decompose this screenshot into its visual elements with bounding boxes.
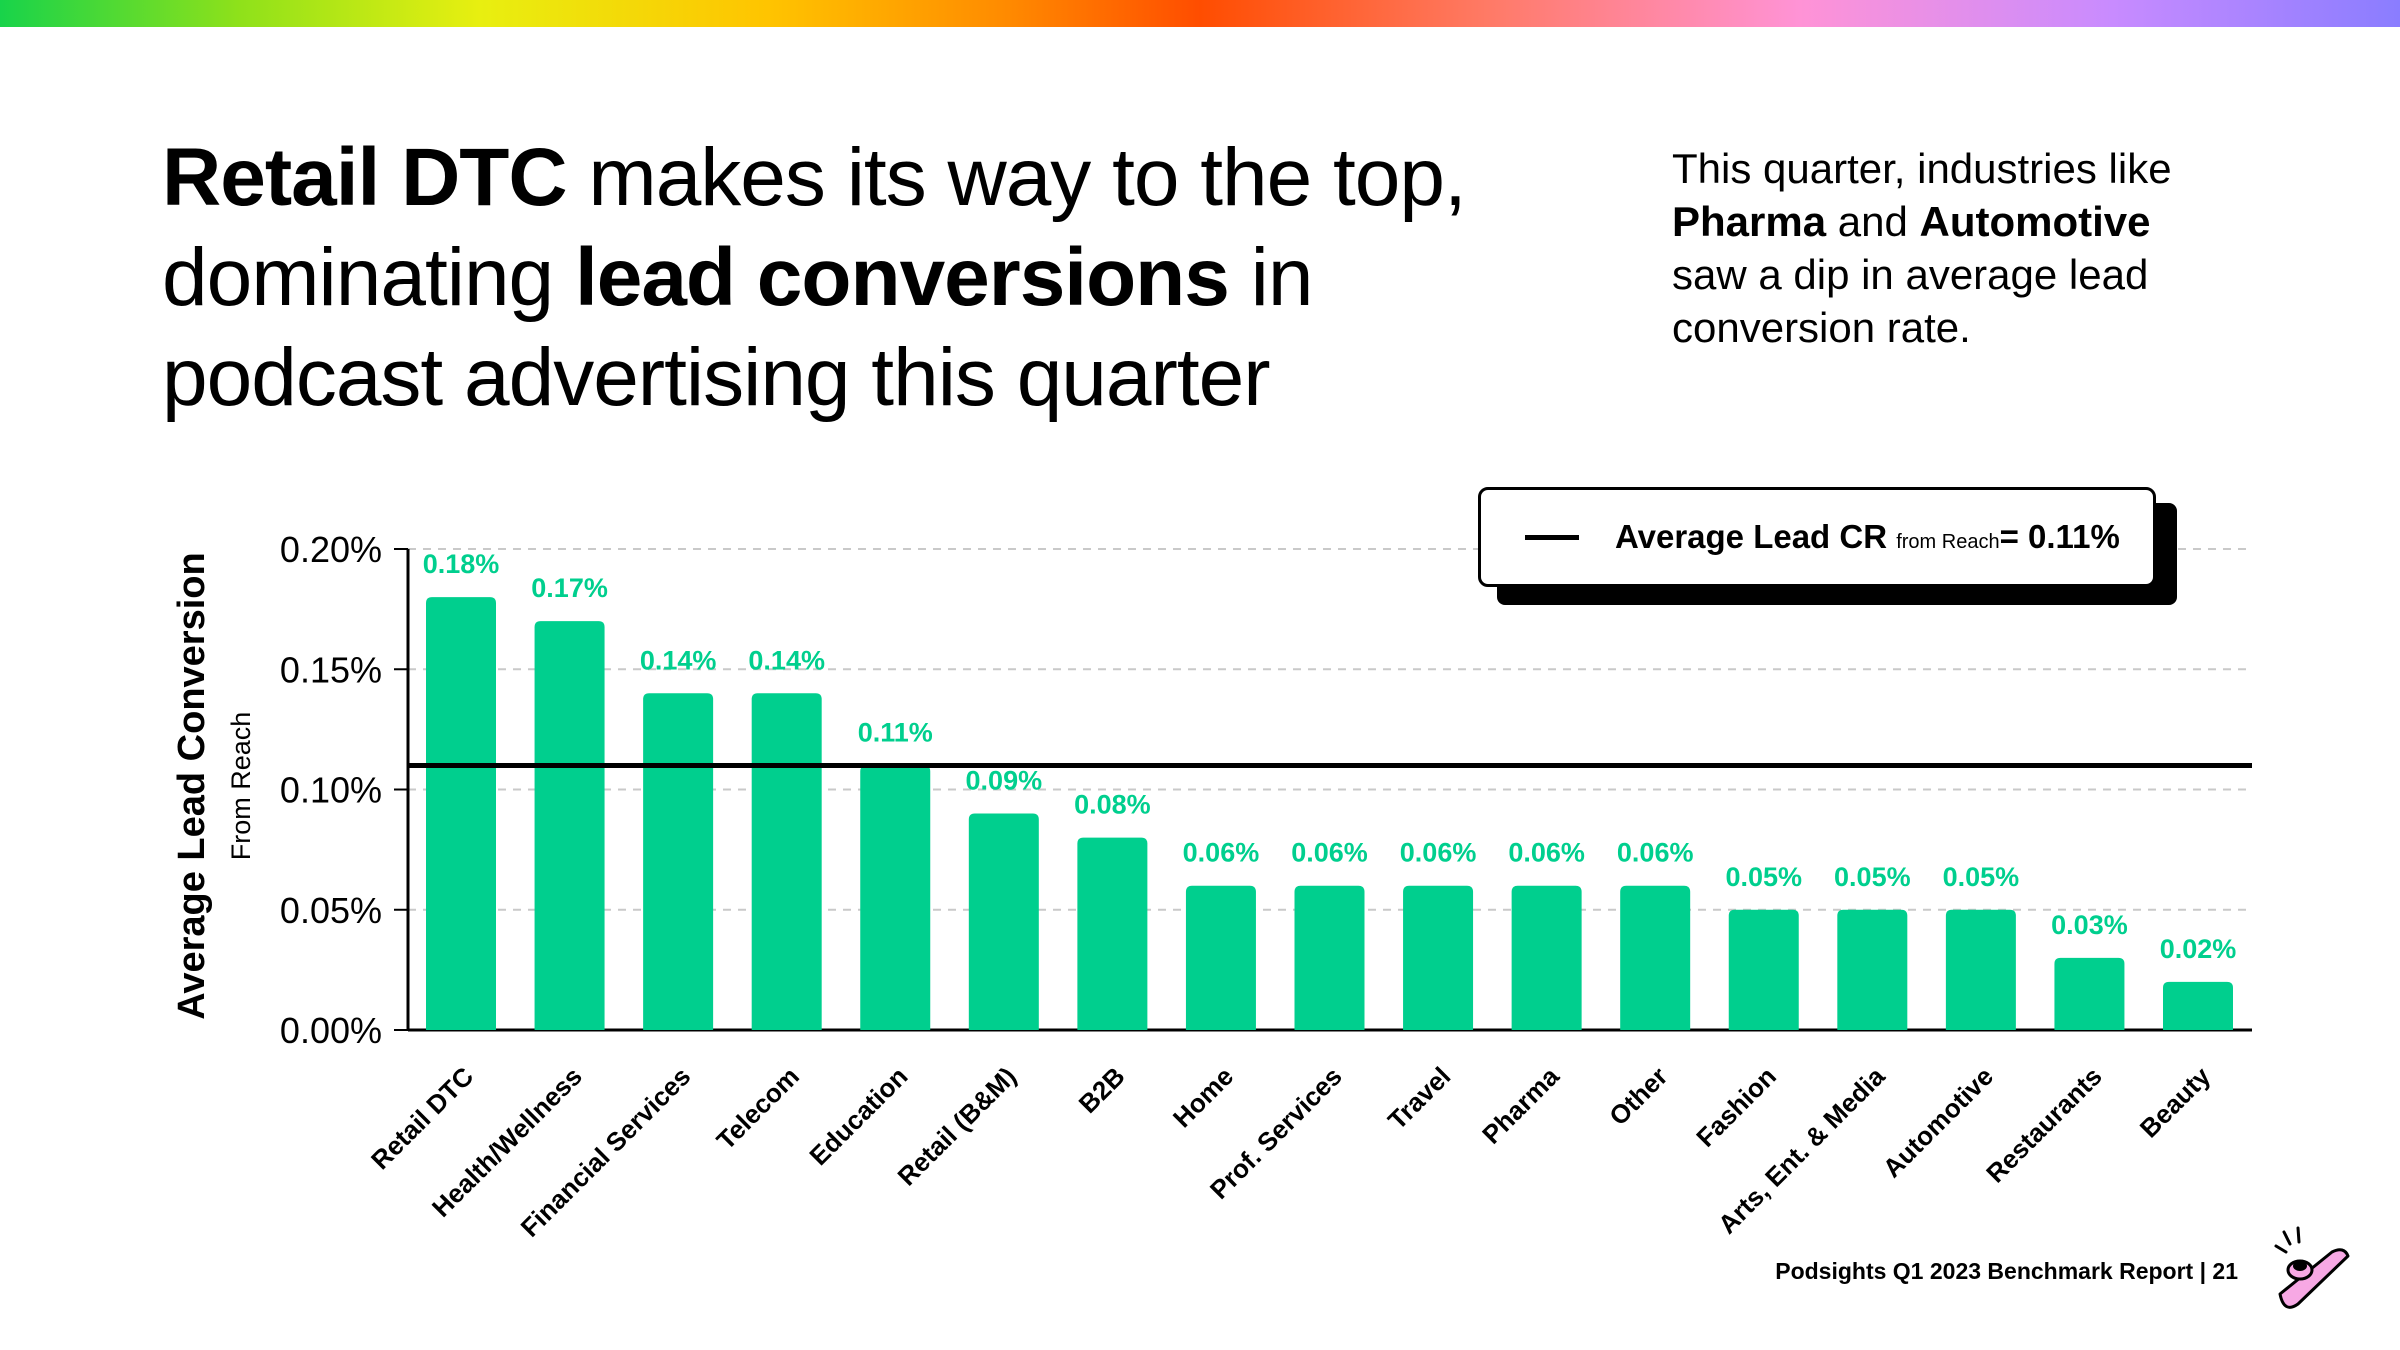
bar-data-label: 0.06% xyxy=(1291,838,1368,868)
bar-data-label: 0.05% xyxy=(1943,862,2020,892)
bar-data-label: 0.06% xyxy=(1400,838,1477,868)
bar-data-label: 0.11% xyxy=(858,717,933,747)
chart-legend: Average Lead CR from Reach= 0.11% xyxy=(1478,487,2156,587)
bar-data-label: 0.06% xyxy=(1183,838,1260,868)
y-tick-label: 0.00% xyxy=(280,1010,382,1051)
side-note-bold-pharma: Pharma xyxy=(1672,198,1827,245)
bar xyxy=(1185,885,1256,1030)
bar-data-label: 0.14% xyxy=(640,645,717,675)
bar-data-label: 0.05% xyxy=(1834,862,1911,892)
headline-text-2: in podcast advertising this quarter xyxy=(162,232,1313,423)
x-tick-label: Other xyxy=(1603,1061,1673,1131)
podsights-logo-icon xyxy=(2274,1226,2350,1309)
bar-data-label: 0.18% xyxy=(423,549,500,579)
bar xyxy=(1077,837,1148,1030)
x-tick-label: Travel xyxy=(1382,1061,1456,1135)
y-tick-label: 0.20% xyxy=(280,529,382,570)
bar xyxy=(1620,885,1691,1030)
legend-label-value: = 0.11% xyxy=(1999,518,2120,555)
bar xyxy=(968,813,1039,1030)
footer-report-title: Podsights Q1 2023 Benchmark Report | 21 xyxy=(1775,1258,2238,1284)
y-tick-label: 0.15% xyxy=(280,649,382,690)
legend-average-line-swatch xyxy=(1525,534,1579,540)
bar xyxy=(751,693,822,1030)
side-note-text-3: saw a dip in average lead conversion rat… xyxy=(1672,251,2149,351)
bar-data-label: 0.05% xyxy=(1725,862,1802,892)
bar xyxy=(860,765,931,1030)
side-note-text-1: This quarter, industries like xyxy=(1672,145,2172,192)
side-note-text-2: and xyxy=(1826,198,1920,245)
x-tick-label: Fashion xyxy=(1690,1061,1782,1153)
bar-data-label: 0.08% xyxy=(1074,790,1151,820)
legend-label-sub: from Reach xyxy=(1896,531,2000,553)
bar xyxy=(643,693,714,1030)
x-tick-label: Restaurants xyxy=(1980,1061,2107,1188)
bar-data-label: 0.06% xyxy=(1508,838,1585,868)
x-tick-label: Retail DTC xyxy=(365,1061,479,1175)
bar xyxy=(426,597,496,1030)
side-note: This quarter, industries like Pharma and… xyxy=(1672,142,2232,354)
y-tick-label: 0.10% xyxy=(280,770,382,811)
bar xyxy=(1945,909,2016,1030)
y-tick-label: 0.05% xyxy=(280,890,382,931)
x-tick-label: Education xyxy=(803,1061,913,1171)
legend-label: Average Lead CR from Reach= 0.11% xyxy=(1615,518,2120,556)
bar-data-label: 0.02% xyxy=(2160,934,2237,964)
bar xyxy=(1294,885,1365,1030)
bar xyxy=(1511,885,1582,1030)
x-tick-label: Automotive xyxy=(1877,1061,1999,1183)
bar-data-label: 0.17% xyxy=(531,573,608,603)
side-note-bold-automotive: Automotive xyxy=(1919,198,2151,245)
bar xyxy=(534,621,605,1030)
x-tick-label: Pharma xyxy=(1476,1061,1565,1150)
headline-bold-lead-conversions: lead conversions xyxy=(574,232,1230,323)
y-axis-title: Average Lead Conversion xyxy=(171,552,213,1019)
rainbow-header-bar xyxy=(0,0,2400,27)
bar-data-label: 0.14% xyxy=(748,645,825,675)
bar xyxy=(1403,885,1474,1030)
legend-label-main: Average Lead CR xyxy=(1615,518,1888,555)
bar xyxy=(2163,981,2233,1030)
y-axis-subtitle: From Reach xyxy=(226,712,256,861)
x-tick-label: Telecom xyxy=(710,1061,804,1155)
x-tick-label: Beauty xyxy=(2134,1061,2217,1144)
bar xyxy=(1728,909,1799,1030)
page-headline: Retail DTC makes its way to the top, dom… xyxy=(162,128,1582,428)
headline-text-1: makes its way to the top, dominating xyxy=(162,132,1467,323)
headline-bold-retail-dtc: Retail DTC xyxy=(162,132,568,223)
bar xyxy=(1837,909,1908,1030)
bar xyxy=(2054,957,2125,1030)
x-tick-label: Home xyxy=(1167,1061,1239,1133)
bar-data-label: 0.06% xyxy=(1617,838,1694,868)
bar-data-label: 0.03% xyxy=(2051,910,2128,940)
x-tick-label: B2B xyxy=(1073,1061,1131,1119)
bar-data-label: 0.09% xyxy=(966,766,1043,796)
